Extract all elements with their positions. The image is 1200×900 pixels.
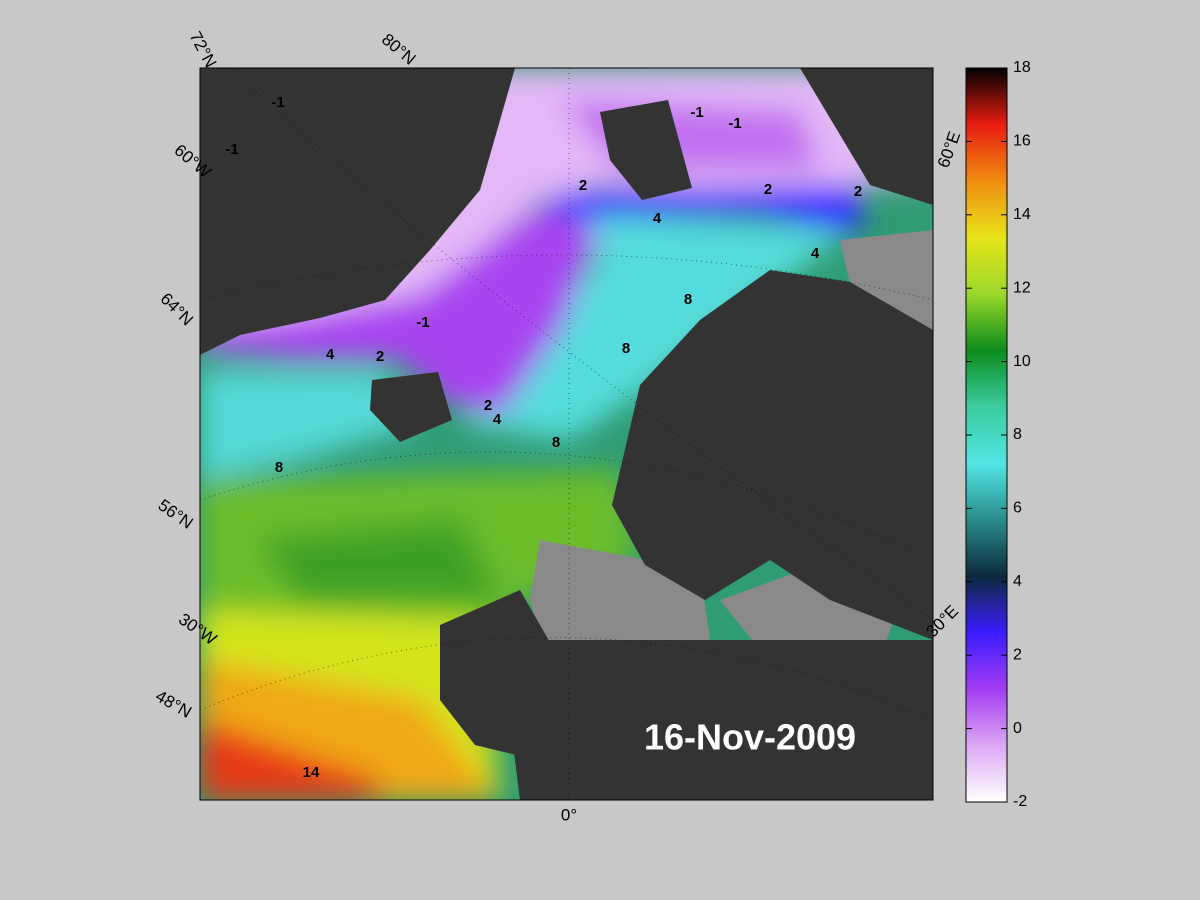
graticule-label: 80°N [378, 30, 419, 69]
date-label: 16-Nov-2009 [644, 717, 856, 758]
contour-label: 8 [275, 459, 283, 476]
contour-label: -1 [225, 141, 238, 158]
land [200, 68, 933, 800]
colorbar-tick-label: 14 [1013, 206, 1031, 223]
contour-label: -1 [416, 314, 429, 331]
contour-label: -1 [271, 94, 284, 111]
colorbar-tick-label: 4 [1013, 573, 1022, 590]
contour-label: 2 [854, 183, 862, 200]
colorbar-tick-label: 10 [1013, 353, 1031, 370]
contour-label: 14 [303, 764, 320, 781]
colorbar-tick-label: 2 [1013, 646, 1022, 663]
graticule-label: 60°E [934, 129, 965, 170]
contour-label: 2 [579, 177, 587, 194]
map-frame [199, 67, 934, 801]
contour-label: -1 [728, 115, 741, 132]
contour-label: 2 [376, 348, 384, 365]
map-area [200, 68, 933, 800]
contour-label: 4 [811, 245, 820, 262]
contour-label: 2 [764, 181, 772, 198]
contour-label: 4 [493, 411, 502, 428]
graticule-label: 56°N [155, 495, 197, 532]
colorbar-tick-label: 16 [1013, 133, 1031, 150]
graticule [200, 68, 933, 800]
colorbar-tick-label: -2 [1013, 793, 1027, 810]
colorbar-tick-label: 12 [1013, 279, 1031, 296]
contour-label: 8 [684, 291, 692, 308]
contour-label: 4 [326, 346, 335, 363]
graticule-label: 72°N [186, 28, 221, 70]
graticule-label: 48°N [152, 686, 194, 721]
colorbar [965, 67, 1008, 803]
colorbar-tick-label: 18 [1013, 59, 1031, 76]
colorbar-tick-label: 0 [1013, 720, 1022, 737]
contour-label: 8 [622, 340, 630, 357]
graticule-label: 64°N [157, 289, 197, 329]
graticule-label: 0° [561, 805, 577, 824]
colorbar-tick-label: 8 [1013, 426, 1022, 443]
contour-label: 4 [653, 210, 662, 227]
contour-label: 2 [484, 397, 492, 414]
contour-label: -1 [690, 104, 703, 121]
colorbar-tick-label: 6 [1013, 500, 1022, 517]
contour-label: 8 [552, 434, 560, 451]
